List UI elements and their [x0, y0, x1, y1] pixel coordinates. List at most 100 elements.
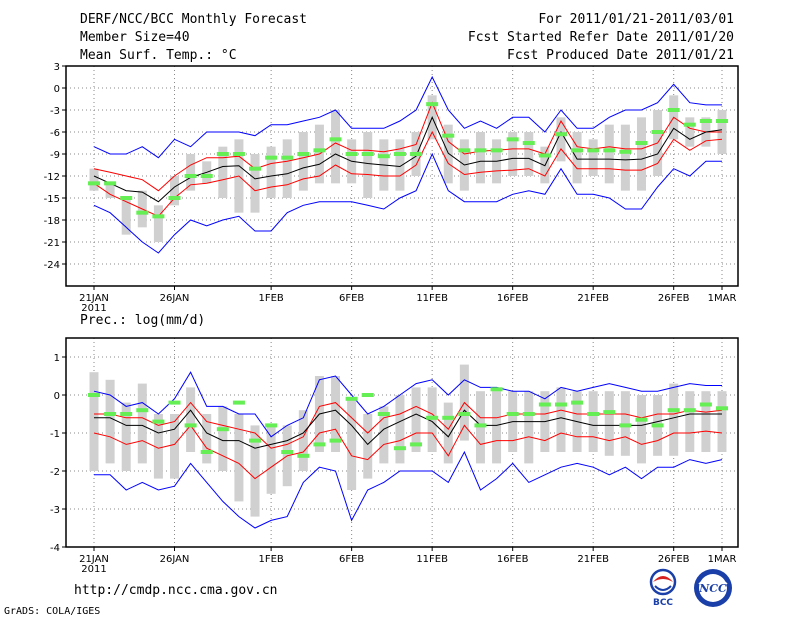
source-url[interactable]: http://cmdp.ncc.cma.gov.cn: [74, 583, 278, 598]
temp-ytick-label: -24: [44, 260, 60, 271]
prec-marker: [522, 412, 535, 416]
temp-marker: [410, 152, 423, 156]
temp-xtick-label: 26FEB: [658, 293, 690, 304]
temp-marker: [426, 102, 439, 107]
forecast-period: For 2011/01/21-2011/03/01: [538, 12, 734, 27]
prec-marker: [619, 423, 632, 428]
temp-box: [636, 117, 646, 191]
prec-box: [363, 414, 373, 479]
prec-marker: [571, 400, 584, 405]
temp-marker: [554, 132, 567, 137]
prec-box: [411, 387, 421, 452]
temp-marker: [490, 148, 503, 153]
prec-ytick-label: -4: [50, 543, 60, 554]
prec-marker: [216, 427, 229, 432]
prec-box: [105, 379, 115, 464]
prec-marker: [458, 412, 471, 416]
prec-marker: [377, 412, 390, 416]
grads-credit: GrADS: COLA/IGES: [4, 606, 101, 617]
prec-marker: [232, 400, 245, 405]
temp-box: [121, 198, 131, 235]
prec-marker: [393, 446, 406, 451]
temp-marker: [619, 149, 632, 154]
prec-xtick-label: 16FEB: [497, 554, 529, 565]
temp-ytick-label: -6: [50, 128, 60, 139]
prec-box: [588, 391, 598, 452]
prec-ytick-label: -3: [50, 505, 60, 516]
prec-box: [170, 414, 180, 479]
temp-marker: [538, 153, 551, 158]
temp-box: [572, 132, 582, 184]
temp-mean-line: [93, 116, 723, 203]
temp-box: [620, 124, 630, 191]
temp-marker: [651, 130, 664, 134]
prec-box: [604, 391, 614, 456]
prec-marker: [184, 423, 197, 428]
temp-ytick-label: -21: [44, 238, 60, 249]
temp-box: [153, 205, 163, 242]
temp-marker: [249, 166, 262, 171]
forecast-started-date: Fcst Started Refer Date 2011/01/20: [467, 30, 734, 45]
prec-marker: [716, 406, 728, 411]
temp-marker: [393, 152, 406, 156]
temp-marker: [120, 196, 133, 200]
temp-box: [170, 176, 180, 206]
temp-marker: [104, 181, 117, 186]
prec-marker: [410, 442, 423, 447]
temp-ytick-label: -18: [44, 216, 60, 227]
prec-marker: [667, 408, 680, 413]
temp-marker: [329, 137, 342, 142]
temp-ytick-label: -12: [44, 172, 60, 183]
precipitation-title: Prec.: log(mm/d): [80, 313, 205, 328]
temp-box: [588, 139, 598, 176]
prec-box: [121, 402, 131, 471]
prec-box: [524, 391, 534, 464]
member-size: Member Size=40: [80, 30, 190, 45]
prec-marker: [297, 453, 310, 458]
bcc-logo-wave: [654, 585, 672, 591]
temp-ytick-label: 3: [54, 62, 60, 73]
prec-marker: [651, 423, 664, 428]
prec-marker: [538, 402, 551, 407]
prec-box: [395, 395, 405, 464]
temp-xtick-year: 2011: [81, 303, 106, 314]
prec-mean-line: [94, 409, 722, 449]
temp-marker: [506, 137, 519, 142]
temp-marker: [361, 152, 374, 156]
prec-min-line: [94, 450, 723, 529]
prec-box: [186, 387, 196, 452]
ncc-logo-inner-disc: [699, 574, 727, 602]
temp-box: [556, 117, 566, 162]
temp-marker: [442, 133, 455, 138]
prec-marker: [474, 423, 487, 428]
temp-ytick-label: -9: [50, 150, 60, 161]
prec-marker: [329, 438, 342, 443]
temp-marker: [168, 196, 181, 200]
prec-xtick-label: 1FEB: [258, 554, 283, 565]
prec-xtick-label: 26JAN: [160, 554, 190, 565]
temp-box: [186, 154, 196, 191]
temp-xtick-label: 1FEB: [258, 293, 283, 304]
ncc-logo-text: NCC: [698, 582, 727, 595]
temp-box: [105, 183, 115, 198]
prec-box: [298, 410, 308, 471]
temp-xtick-label: 6FEB: [339, 293, 364, 304]
temp-box: [250, 154, 260, 213]
prec-box: [347, 398, 357, 490]
temp-ytick-label: -15: [44, 194, 60, 205]
prec-box: [331, 376, 341, 452]
prec-xtick-label: 21FEB: [577, 554, 609, 565]
prec-marker: [442, 415, 455, 420]
prec-marker: [88, 393, 100, 397]
temp-marker: [474, 148, 487, 153]
prec-marker: [426, 415, 439, 420]
prec-box: [89, 372, 99, 471]
temp-xtick-label: 21FEB: [577, 293, 609, 304]
prec-box: [250, 425, 260, 517]
prec-ytick-label: -1: [50, 429, 60, 440]
prec-marker: [265, 423, 278, 428]
prec-ytick-label: 0: [54, 391, 60, 402]
prec-box: [636, 395, 646, 464]
temp-ytick-label: -3: [50, 106, 60, 117]
chart-title: DERF/NCC/BCC Monthly Forecast: [80, 12, 307, 27]
